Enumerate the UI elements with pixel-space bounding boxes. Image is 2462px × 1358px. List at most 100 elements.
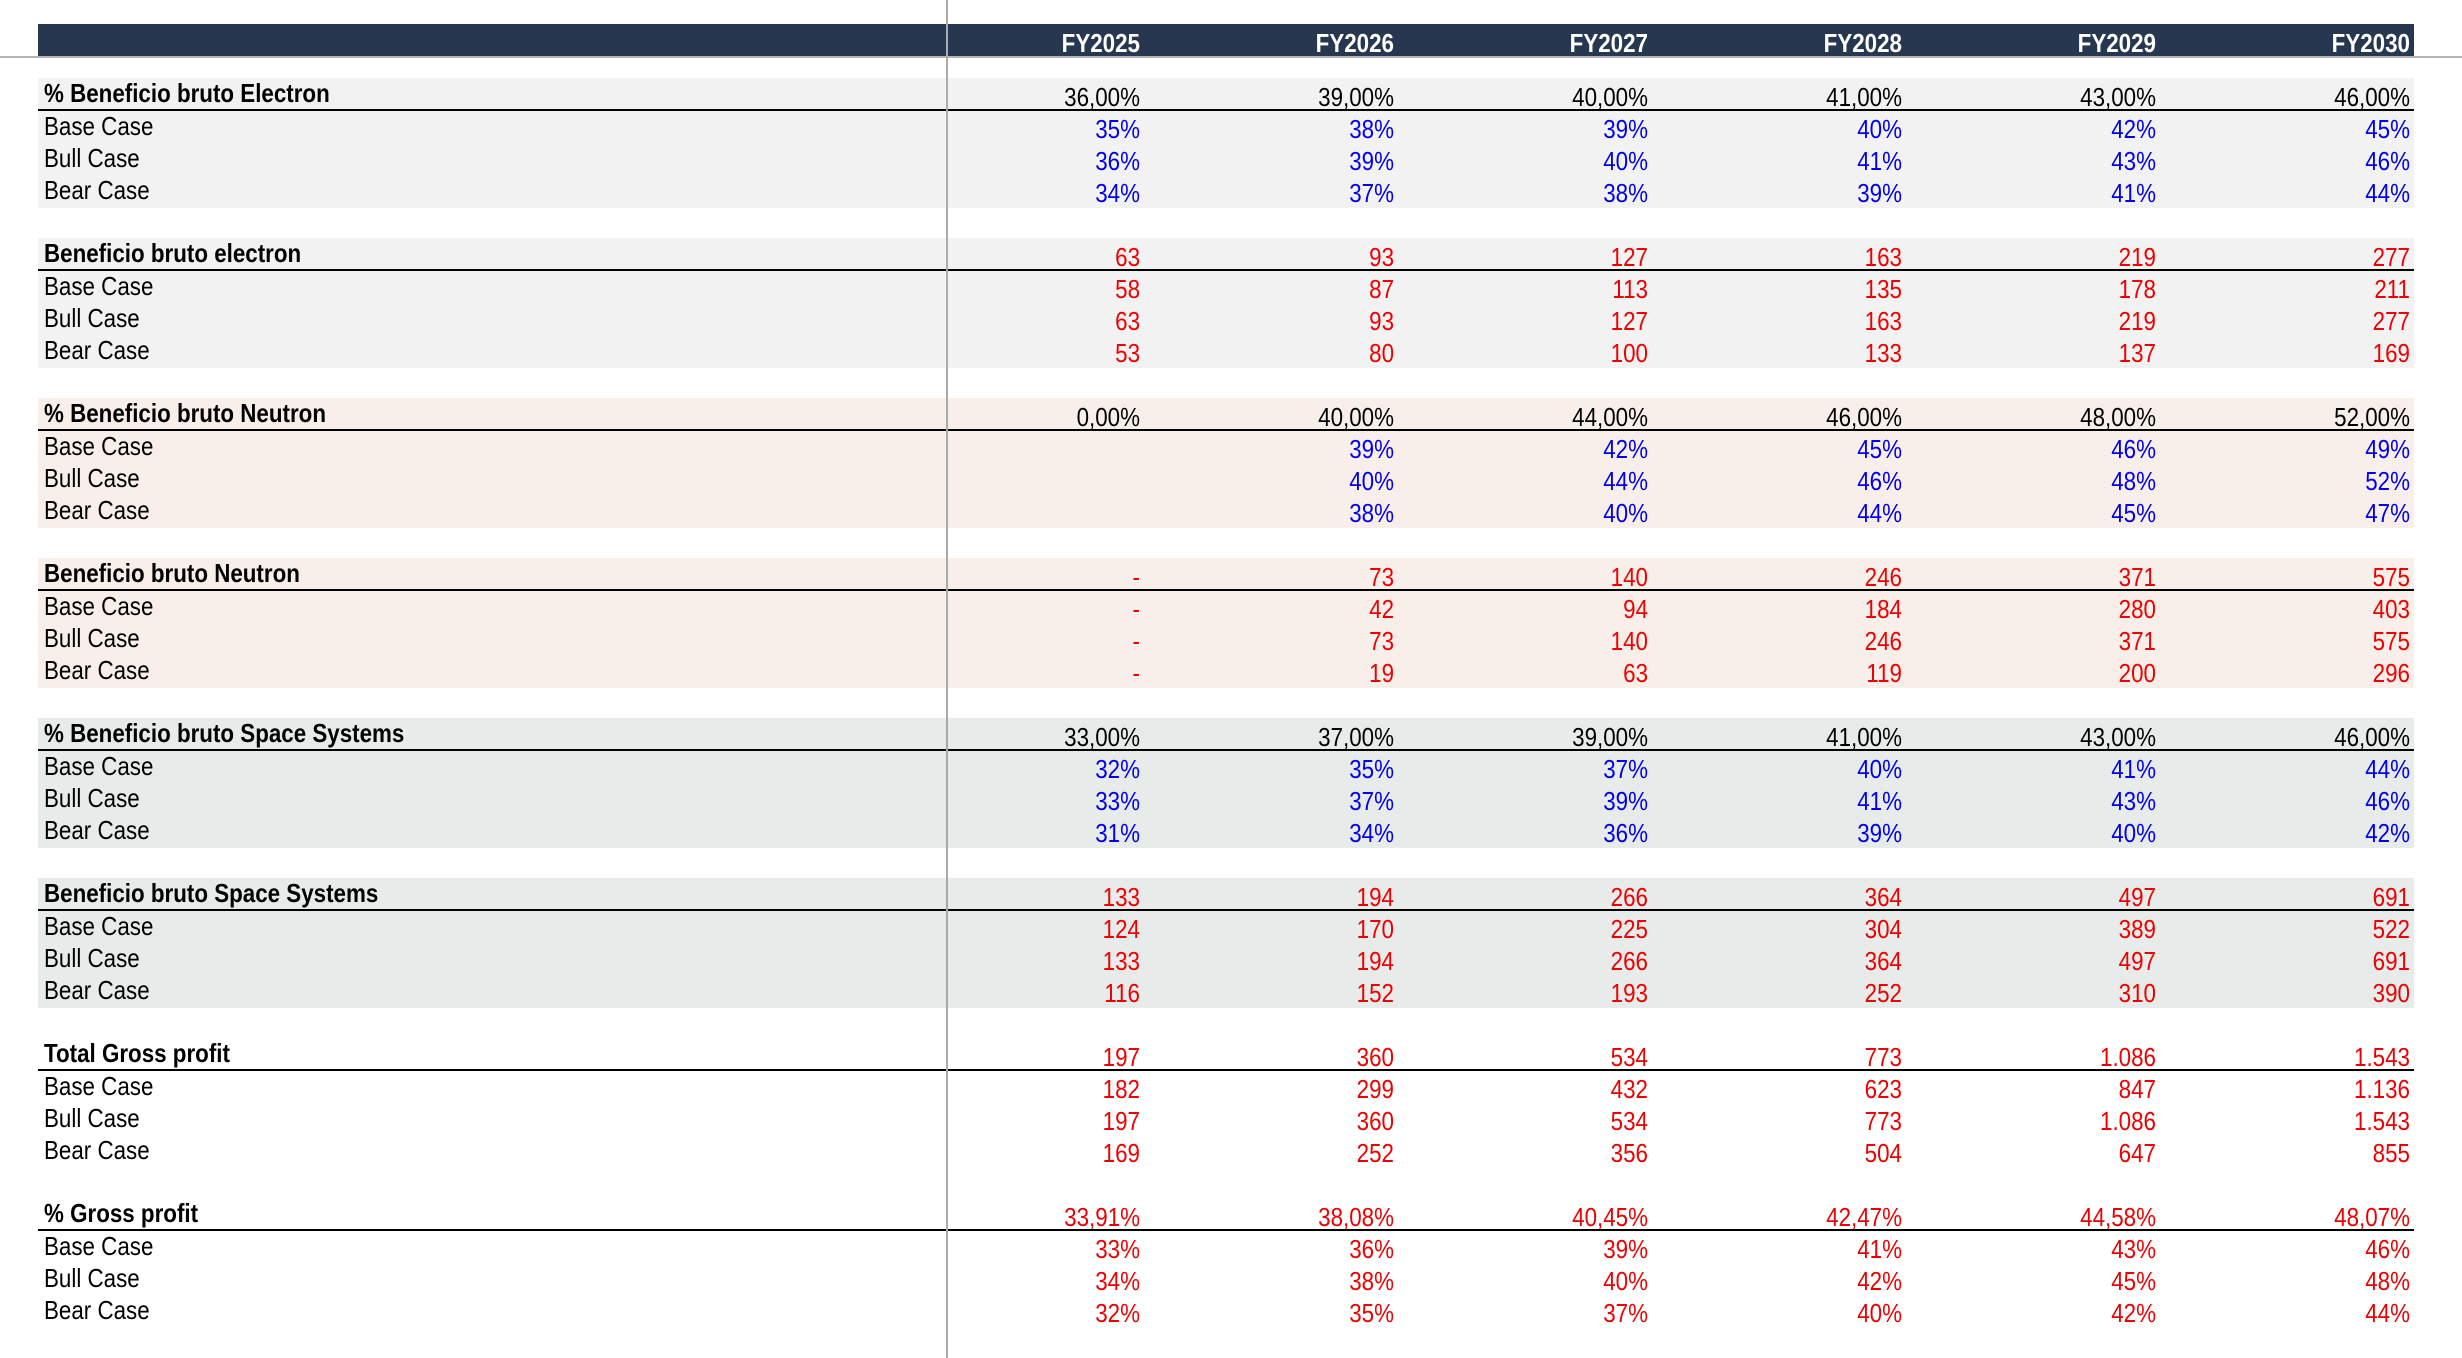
value-cell[interactable]: 1.543: [2354, 1106, 2410, 1136]
year-header-cell[interactable]: FY2027: [1569, 28, 1648, 58]
value-cell[interactable]: 40,45%: [1572, 1202, 1648, 1232]
value-cell[interactable]: 219: [2118, 306, 2156, 336]
value-cell[interactable]: 225: [1610, 914, 1648, 944]
value-cell[interactable]: 137: [2118, 338, 2156, 368]
value-cell[interactable]: 36%: [1603, 818, 1648, 848]
value-cell[interactable]: 170: [1356, 914, 1394, 944]
case-label[interactable]: Bear Case: [44, 495, 150, 525]
value-cell[interactable]: 847: [2118, 1074, 2156, 1104]
value-cell[interactable]: 38%: [1603, 178, 1648, 208]
section-title[interactable]: % Beneficio bruto Electron: [44, 78, 330, 108]
value-cell[interactable]: 35%: [1095, 114, 1140, 144]
value-cell[interactable]: 211: [2374, 274, 2410, 304]
section-title[interactable]: Total Gross profit: [44, 1038, 230, 1068]
value-cell[interactable]: 0,00%: [1076, 402, 1140, 432]
value-cell[interactable]: 39,00%: [1318, 82, 1394, 112]
value-cell[interactable]: 219: [2118, 242, 2156, 272]
case-label[interactable]: Bull Case: [44, 463, 140, 493]
value-cell[interactable]: 304: [1864, 914, 1902, 944]
value-cell[interactable]: 432: [1610, 1074, 1648, 1104]
value-cell[interactable]: 40%: [1349, 466, 1394, 496]
value-cell[interactable]: 33,00%: [1064, 722, 1140, 752]
value-cell[interactable]: 52%: [2365, 466, 2410, 496]
value-cell[interactable]: 133: [1102, 882, 1140, 912]
value-cell[interactable]: 773: [1864, 1106, 1902, 1136]
value-cell[interactable]: 48,00%: [2080, 402, 2156, 432]
value-cell[interactable]: 93: [1369, 242, 1394, 272]
value-cell[interactable]: 1.086: [2100, 1042, 2156, 1072]
value-cell[interactable]: 63: [1115, 242, 1140, 272]
value-cell[interactable]: 42: [1369, 594, 1394, 624]
value-cell[interactable]: 194: [1356, 882, 1394, 912]
case-label[interactable]: Base Case: [44, 111, 154, 141]
value-cell[interactable]: 1.086: [2100, 1106, 2156, 1136]
value-cell[interactable]: 100: [1610, 338, 1648, 368]
value-cell[interactable]: 93: [1369, 306, 1394, 336]
value-cell[interactable]: 197: [1102, 1106, 1140, 1136]
value-cell[interactable]: 48%: [2365, 1266, 2410, 1296]
value-cell[interactable]: 113: [1612, 274, 1648, 304]
section-title[interactable]: % Gross profit: [44, 1198, 199, 1228]
section-title[interactable]: % Beneficio bruto Neutron: [44, 398, 326, 428]
value-cell[interactable]: 133: [1102, 946, 1140, 976]
value-cell[interactable]: 58: [1115, 274, 1140, 304]
value-cell[interactable]: 647: [2118, 1138, 2156, 1168]
case-label[interactable]: Base Case: [44, 1071, 154, 1101]
value-cell[interactable]: 52,00%: [2334, 402, 2410, 432]
value-cell[interactable]: 40%: [1857, 1298, 1902, 1328]
value-cell[interactable]: 116: [1104, 978, 1140, 1008]
value-cell[interactable]: 41,00%: [1826, 722, 1902, 752]
value-cell[interactable]: 39%: [1349, 146, 1394, 176]
value-cell[interactable]: 44%: [2365, 754, 2410, 784]
value-cell[interactable]: 623: [1864, 1074, 1902, 1104]
value-cell[interactable]: 37%: [1349, 178, 1394, 208]
value-cell[interactable]: 42%: [1603, 434, 1648, 464]
value-cell[interactable]: 48%: [2111, 466, 2156, 496]
value-cell[interactable]: 32%: [1095, 1298, 1140, 1328]
value-cell[interactable]: 80: [1369, 338, 1394, 368]
year-header-cell[interactable]: FY2030: [2331, 28, 2410, 58]
value-cell[interactable]: 371: [2118, 562, 2156, 592]
value-cell[interactable]: 44,58%: [2080, 1202, 2156, 1232]
value-cell[interactable]: 43,00%: [2080, 82, 2156, 112]
value-cell[interactable]: 45%: [2365, 114, 2410, 144]
value-cell[interactable]: 266: [1610, 946, 1648, 976]
value-cell[interactable]: 46%: [2365, 146, 2410, 176]
section-title[interactable]: Beneficio bruto electron: [44, 238, 302, 268]
value-cell[interactable]: 182: [1102, 1074, 1140, 1104]
value-cell[interactable]: 277: [2372, 242, 2410, 272]
value-cell[interactable]: 38%: [1349, 498, 1394, 528]
value-cell[interactable]: 178: [2118, 274, 2156, 304]
value-cell[interactable]: 44%: [1857, 498, 1902, 528]
value-cell[interactable]: 133: [1864, 338, 1902, 368]
value-cell[interactable]: 35%: [1349, 1298, 1394, 1328]
year-header-cell[interactable]: FY2026: [1315, 28, 1394, 58]
value-cell[interactable]: 1.136: [2354, 1074, 2410, 1104]
case-label[interactable]: Bull Case: [44, 1263, 140, 1293]
value-cell[interactable]: 534: [1610, 1106, 1648, 1136]
value-cell[interactable]: 39%: [1349, 434, 1394, 464]
value-cell[interactable]: 360: [1356, 1042, 1394, 1072]
case-label[interactable]: Base Case: [44, 751, 154, 781]
value-cell[interactable]: 45%: [1857, 434, 1902, 464]
value-cell[interactable]: 127: [1610, 306, 1648, 336]
value-cell[interactable]: 691: [2372, 946, 2410, 976]
value-cell[interactable]: 1.543: [2354, 1042, 2410, 1072]
value-cell[interactable]: 403: [2372, 594, 2410, 624]
value-cell[interactable]: 44%: [1603, 466, 1648, 496]
value-cell[interactable]: 19: [1369, 658, 1394, 688]
value-cell[interactable]: 169: [2372, 338, 2410, 368]
case-label[interactable]: Base Case: [44, 1231, 154, 1261]
value-cell[interactable]: 194: [1356, 946, 1394, 976]
case-label[interactable]: Bull Case: [44, 1103, 140, 1133]
value-cell[interactable]: 127: [1610, 242, 1648, 272]
value-cell[interactable]: 46,00%: [1826, 402, 1902, 432]
value-cell[interactable]: 40%: [1603, 498, 1648, 528]
value-cell[interactable]: 42%: [2111, 114, 2156, 144]
value-cell[interactable]: 390: [2372, 978, 2410, 1008]
value-cell[interactable]: 46,00%: [2334, 722, 2410, 752]
value-cell[interactable]: 364: [1864, 946, 1902, 976]
case-label[interactable]: Bull Case: [44, 943, 140, 973]
section-title[interactable]: Beneficio bruto Space Systems: [44, 878, 379, 908]
value-cell[interactable]: 200: [2118, 658, 2156, 688]
